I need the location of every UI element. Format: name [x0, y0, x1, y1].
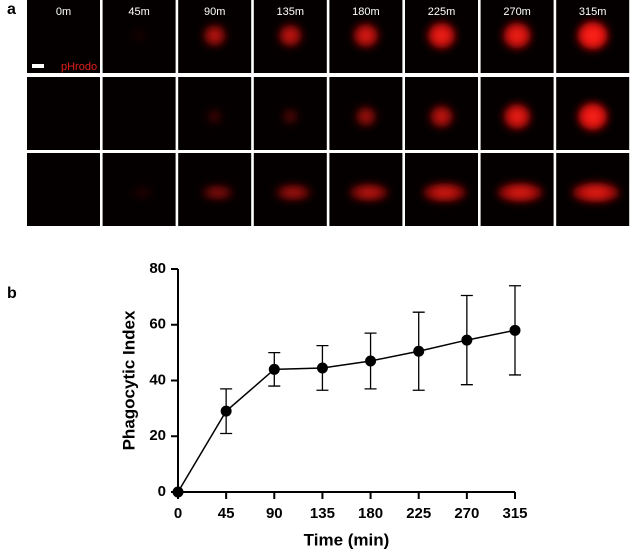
- point: [172, 486, 184, 498]
- point: [413, 345, 425, 357]
- cell-signal-core: [209, 188, 226, 197]
- time-label: 0m: [56, 6, 71, 18]
- point: [509, 324, 521, 336]
- point: [461, 334, 473, 346]
- cell-signal-core: [583, 187, 609, 198]
- x-axis-label: Time (min): [304, 530, 390, 549]
- point: [365, 355, 377, 367]
- image-cell: [102, 77, 176, 150]
- stain-label: pHrodo: [61, 61, 97, 73]
- time-label: 315m: [579, 6, 607, 18]
- x-tick-label: 0: [174, 505, 182, 522]
- cell-signal-core: [507, 187, 533, 198]
- cell-signal-core: [136, 189, 148, 196]
- time-label: 225m: [428, 6, 456, 18]
- time-label: 270m: [503, 6, 531, 18]
- x-tick-label: 315: [502, 505, 527, 522]
- point: [268, 363, 280, 375]
- cell-signal-core: [509, 28, 525, 43]
- x-tick-label: 180: [358, 505, 383, 522]
- y-tick-label: 80: [149, 260, 166, 277]
- time-label: 135m: [277, 6, 305, 18]
- y-tick-label: 60: [149, 316, 166, 333]
- cell-signal-core: [584, 109, 601, 124]
- x-tick-label: 270: [454, 505, 479, 522]
- y-tick-label: 20: [149, 427, 166, 444]
- chart: 0 20 40 60 80 0 45 90 135 180 225 270 315 Time (min) P…: [119, 260, 527, 550]
- cell-signal-core: [435, 110, 448, 123]
- cell-signal-core: [210, 112, 219, 121]
- point: [316, 362, 328, 374]
- image-cell: [27, 77, 100, 150]
- x-tick-label: 90: [266, 505, 283, 522]
- point: [220, 405, 232, 417]
- cell-signal-core: [283, 188, 303, 197]
- x-tick-label: 45: [218, 505, 235, 522]
- cell-signal-core: [359, 29, 373, 42]
- x-tick-label: 225: [406, 505, 431, 522]
- cell-signal-core: [208, 29, 221, 42]
- cell-signal-core: [358, 187, 380, 198]
- cell-signal-core: [433, 28, 450, 43]
- y-axis-label: Phagocytic Index: [119, 310, 138, 450]
- cell-signal-core: [284, 29, 297, 42]
- panel-label: a: [7, 1, 16, 18]
- y-tick-label: 0: [158, 483, 166, 500]
- panel-label: b: [7, 285, 17, 302]
- time-label: 180m: [352, 6, 380, 18]
- image-cell: [27, 0, 100, 73]
- line: [177, 329, 516, 493]
- scale-bar: [32, 64, 44, 68]
- cell-signal-core: [584, 27, 601, 44]
- x-tick-label: 135: [310, 505, 335, 522]
- cell-signal-core: [360, 111, 372, 122]
- y-tick-label: 40: [149, 371, 166, 388]
- cell-signal-core: [286, 112, 295, 121]
- cell-signal-core: [135, 31, 143, 40]
- cell-signal-core: [432, 187, 457, 198]
- time-label: 45m: [128, 6, 149, 18]
- image-cell: [27, 153, 100, 226]
- cell-signal-core: [509, 109, 525, 124]
- time-label: 90m: [204, 6, 225, 18]
- image-grid: 0m 45m 90m 135m 180m 225m 270m 315m: [27, 0, 630, 226]
